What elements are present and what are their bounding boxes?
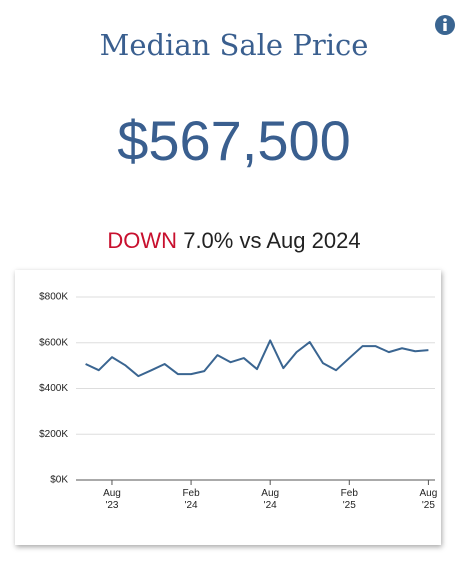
title: Median Sale Price xyxy=(99,28,369,62)
y-tick-label: $600K xyxy=(39,337,68,348)
x-tick-label-line: Aug xyxy=(420,488,438,499)
y-tick-label: $800K xyxy=(39,292,68,303)
x-tick-label-line: '25 xyxy=(343,500,356,511)
change: DOWN 7.0% vs Aug 2024 xyxy=(0,228,468,254)
y-tick-label: $200K xyxy=(39,429,68,440)
y-tick-label: $400K xyxy=(39,383,68,394)
x-tick-label-line: Feb xyxy=(182,488,200,499)
x-tick-label-line: '25 xyxy=(422,500,435,511)
chart-card: $0K $200K $400K $600K $800K Aug '23 Feb '24 Aug '2… xyxy=(15,270,441,545)
x-tick-label: Aug '25 xyxy=(420,488,438,511)
change-direction: DOWN xyxy=(107,228,178,253)
x-tick-label: Aug '24 xyxy=(261,488,279,511)
x-tick-label-line: '24 xyxy=(264,500,277,511)
x-tick-label-line: Aug xyxy=(261,488,279,499)
x-tick-label: Aug '23 xyxy=(103,488,121,511)
x-tick-label: Feb '24 xyxy=(182,488,200,511)
x-tick-label-line: '24 xyxy=(185,500,198,511)
y-tick-label: $0K xyxy=(50,475,68,486)
line-series xyxy=(85,339,429,378)
x-tick-label-line: '23 xyxy=(105,500,118,511)
x-tick-label-line: Feb xyxy=(341,488,359,499)
headline-value: $567,500 xyxy=(117,109,351,172)
x-tick-label-line: Aug xyxy=(103,488,121,499)
info-icon[interactable] xyxy=(434,14,456,36)
x-tick-label: Feb '25 xyxy=(341,488,359,511)
change-text: 7.0% vs Aug 2024 xyxy=(183,228,361,253)
